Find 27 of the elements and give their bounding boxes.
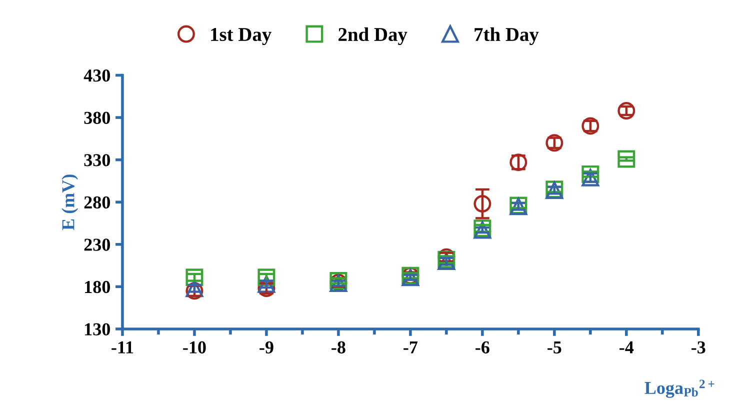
point [258,275,276,293]
x-tick-label: -8 [332,341,346,354]
x-tick-label: -3 [692,341,706,354]
point [474,195,492,213]
point [618,150,636,168]
point [618,102,636,120]
y-tick-label: 180 [85,280,110,294]
legend-label: 1st Day [211,28,272,46]
y-axis-title: E (mV) [62,174,78,230]
y-tick-label: 330 [84,154,110,166]
y-tick-label: 430 [84,69,110,82]
y-tick-label: 380 [84,112,110,124]
x-tick-label: -6 [476,341,490,354]
point [582,168,600,186]
x-tick-label: -11 [112,341,134,354]
x-tick-label: -9 [260,341,274,354]
legend-label: 2nd Day [338,27,408,46]
x-tick-label: -7 [404,341,418,354]
y-tick-label: 280 [84,196,110,209]
point [258,268,276,286]
x-tick-label: -5 [548,341,562,354]
y-tick-label: 230 [84,238,110,251]
x-tick-label: -4 [620,341,634,354]
x-axis-title: Loga$_{Pb}$$^{2+}$ [644,380,714,398]
legend-label: 7th Day [474,27,539,46]
x-tick-label: -10 [183,341,206,354]
y-tick-label: 130 [85,323,110,336]
